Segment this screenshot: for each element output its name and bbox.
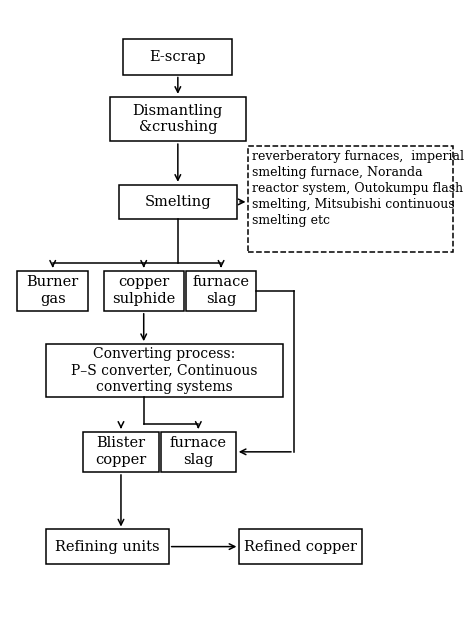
Bar: [104, 271, 183, 311]
Bar: [46, 529, 169, 564]
Text: reverberatory furnaces,  imperial
smelting furnace, Noranda
reactor system, Outo: reverberatory furnaces, imperial smeltin…: [252, 150, 464, 227]
Bar: [123, 39, 232, 75]
Bar: [161, 432, 236, 472]
Text: Dismantling
&crushing: Dismantling &crushing: [133, 104, 223, 135]
Bar: [46, 344, 283, 397]
Bar: [186, 271, 256, 311]
Text: Refined copper: Refined copper: [244, 540, 357, 553]
Text: Refining units: Refining units: [55, 540, 160, 553]
Bar: [248, 146, 453, 252]
Text: furnace
slag: furnace slag: [170, 436, 227, 467]
Bar: [109, 97, 246, 141]
Text: furnace
slag: furnace slag: [192, 275, 250, 306]
Bar: [83, 432, 158, 472]
Text: Burner
gas: Burner gas: [27, 275, 79, 306]
Bar: [239, 529, 362, 564]
Text: copper
sulphide: copper sulphide: [112, 275, 175, 306]
Text: Converting process:
P–S converter, Continuous
converting systems: Converting process: P–S converter, Conti…: [71, 347, 257, 394]
Bar: [118, 184, 237, 219]
Text: E-scrap: E-scrap: [149, 50, 206, 64]
Text: Blister
copper: Blister copper: [95, 436, 146, 467]
Bar: [18, 271, 88, 311]
Text: Smelting: Smelting: [145, 195, 211, 209]
